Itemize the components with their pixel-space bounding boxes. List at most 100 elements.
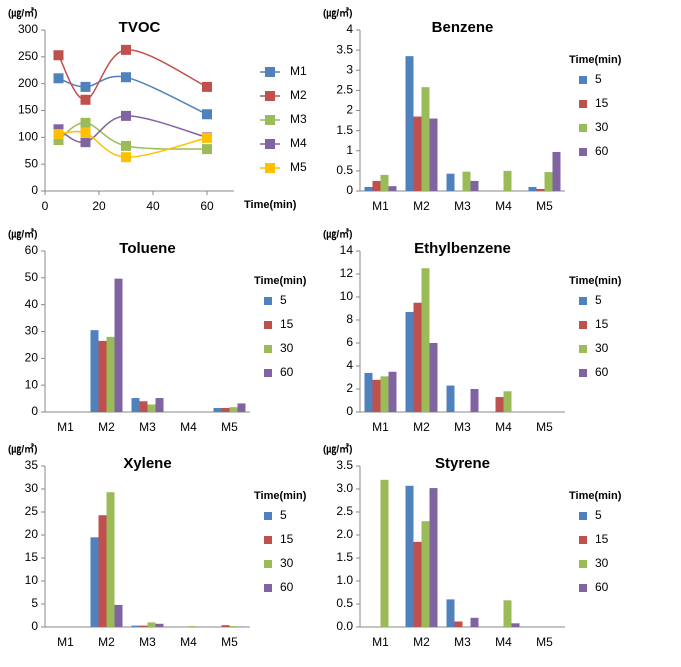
y-tick-label: 4	[346, 22, 353, 36]
series-line	[58, 115, 208, 144]
legend-marker	[264, 536, 272, 544]
bar	[380, 174, 389, 191]
legend-label: 15	[280, 317, 294, 331]
bar	[364, 186, 373, 191]
legend-marker	[579, 76, 587, 84]
legend-marker	[265, 139, 275, 149]
marker	[80, 137, 91, 148]
legend-marker	[579, 512, 587, 520]
legend-label: 30	[595, 341, 609, 355]
y-tick-label: 12	[340, 266, 354, 280]
y-tick-label: 35	[25, 458, 39, 472]
y-tick-label: 10	[340, 289, 354, 303]
bar	[155, 623, 164, 627]
legend-title: Time(min)	[569, 490, 622, 502]
x-tick-label: 40	[146, 199, 160, 213]
x-tick-label: M2	[98, 635, 115, 649]
bar	[90, 537, 99, 627]
x-tick-label: M4	[180, 420, 197, 434]
legend-label: M4	[290, 136, 307, 150]
marker	[121, 140, 131, 151]
marker	[202, 81, 212, 92]
legend-label: 15	[595, 317, 609, 331]
x-tick-label: M4	[495, 420, 512, 434]
chart-panel: (㎍/㎥) TVOC 0 50 100 150 200 250 300 0 20 40 60 Time(m…	[8, 7, 307, 214]
bar	[106, 492, 115, 627]
bar	[413, 302, 422, 412]
y-tick-label: 30	[25, 481, 39, 495]
bar	[536, 188, 545, 191]
legend-label: 60	[280, 580, 294, 594]
x-tick-label: M1	[372, 199, 389, 213]
x-tick-label: 0	[42, 199, 49, 213]
bar	[503, 170, 512, 191]
legend-label: 60	[280, 365, 294, 379]
bar	[106, 336, 115, 412]
x-tick-label: M1	[372, 420, 389, 434]
legend-label: 60	[595, 365, 609, 379]
y-tick-label: 250	[18, 49, 38, 63]
x-tick-label: M5	[536, 199, 553, 213]
legend-title: Time(min)	[569, 54, 622, 66]
chart-panel: (㎍/㎥) Xylene 0 5 10 15 20 25 30 35 M1 M2 M3 M4 M5 5 15 30…	[8, 443, 307, 650]
marker	[80, 117, 91, 128]
y-tick-label: 2.0	[336, 527, 353, 541]
chart-title: Benzene	[432, 19, 494, 36]
y-tick-label: 14	[340, 243, 354, 257]
bar	[147, 404, 156, 412]
bar	[131, 625, 140, 627]
bar	[237, 403, 246, 412]
x-tick-label: M5	[536, 635, 553, 649]
y-tick-label: 0	[31, 619, 38, 633]
marker	[80, 128, 91, 139]
bar	[552, 151, 561, 191]
bar	[405, 485, 414, 627]
axis-unit-label: (㎍/㎥)	[8, 228, 37, 241]
legend-marker	[265, 91, 275, 101]
legend-marker	[579, 584, 587, 592]
legend-label: 30	[595, 556, 609, 570]
bar	[229, 626, 238, 627]
y-tick-label: 5	[31, 596, 38, 610]
legend-marker	[265, 67, 275, 77]
y-tick-label: 25	[25, 504, 39, 518]
legend-label: M1	[290, 64, 307, 78]
bar	[429, 118, 438, 191]
legend-label: 5	[280, 508, 287, 522]
legend-marker	[579, 345, 587, 353]
legend-label: 5	[595, 508, 602, 522]
legend-label: 30	[280, 341, 294, 355]
y-tick-label: 2.5	[336, 504, 353, 518]
bar	[139, 401, 148, 412]
bar	[114, 604, 123, 627]
legend-marker	[264, 584, 272, 592]
x-tick-label: M2	[98, 420, 115, 434]
x-tick-label: M4	[495, 199, 512, 213]
bar	[114, 278, 123, 412]
bar	[421, 521, 430, 627]
y-tick-label: 30	[25, 324, 39, 338]
x-tick-label: M2	[413, 635, 430, 649]
legend-label: M3	[290, 112, 307, 126]
y-tick-label: 3	[346, 62, 353, 76]
bar	[380, 376, 389, 412]
y-tick-label: 50	[25, 156, 39, 170]
y-tick-label: 200	[18, 76, 38, 90]
y-tick-label: 2	[346, 381, 353, 395]
axis-unit-label: (㎍/㎥)	[323, 443, 352, 456]
bar	[405, 56, 414, 191]
y-tick-label: 50	[25, 270, 39, 284]
legend-label: 15	[280, 532, 294, 546]
y-tick-label: 1.5	[336, 123, 353, 137]
x-tick-label: M1	[372, 635, 389, 649]
y-tick-label: 10	[25, 377, 39, 391]
x-axis-label: Time(min)	[244, 199, 297, 211]
series-line	[58, 130, 208, 158]
chart-title: Styrene	[435, 455, 490, 472]
x-tick-label: M4	[495, 635, 512, 649]
marker	[53, 135, 64, 146]
bar	[429, 488, 438, 627]
marker	[121, 44, 131, 55]
chart-panel: (㎍/㎥) Styrene 0.0 0.5 1.0 1.5 2.0 2.5 3.0 3.5 M1 M2…	[323, 443, 622, 650]
y-tick-label: 0.0	[336, 619, 353, 633]
